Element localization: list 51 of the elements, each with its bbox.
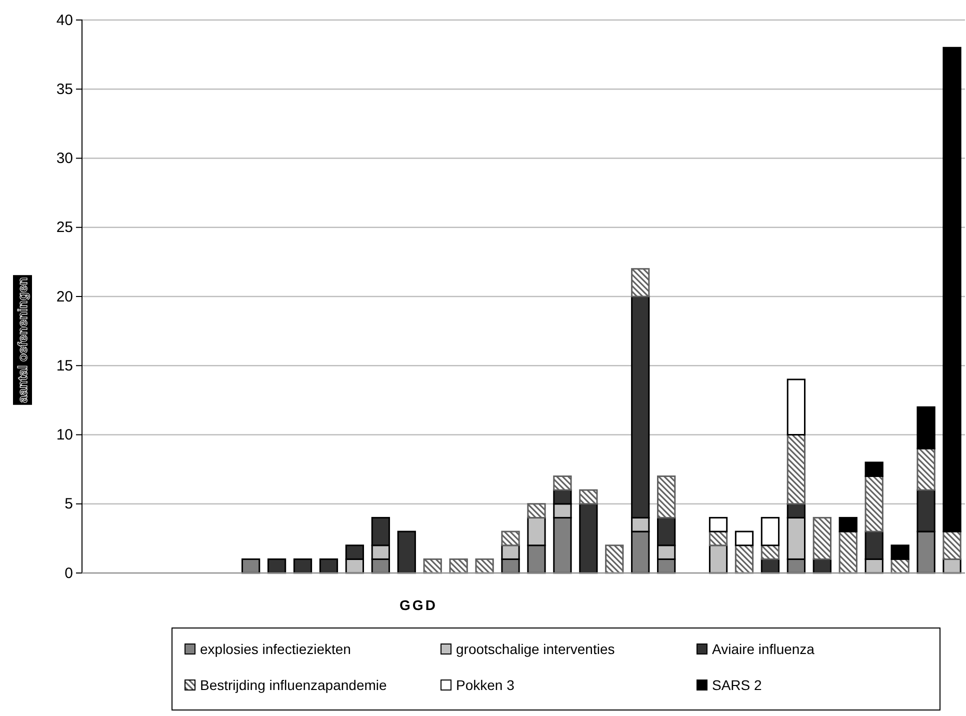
bar (605, 544, 624, 574)
bar (734, 544, 754, 574)
bar (475, 558, 494, 574)
bar (838, 516, 858, 532)
bar (760, 544, 780, 560)
legend-label: explosies infectieziekten (200, 641, 351, 657)
bar (786, 378, 806, 436)
bar (942, 530, 962, 560)
bar (631, 268, 650, 298)
bar (293, 558, 312, 574)
y-tick-label: 40 (56, 12, 73, 29)
legend-label: Aviaire influenza (712, 641, 815, 657)
y-tick-label: 10 (56, 426, 73, 444)
y-axis-title: aantal oefeneningen (15, 277, 30, 403)
bar (267, 558, 286, 574)
bar (579, 503, 598, 574)
bar (942, 46, 962, 532)
bar (864, 462, 884, 477)
bar (397, 530, 416, 574)
bar (838, 530, 858, 574)
bar (527, 503, 546, 518)
bar (864, 475, 884, 532)
x-axis-title: GGD (400, 597, 438, 613)
bar (449, 558, 468, 574)
legend-label: SARS 2 (712, 677, 762, 693)
bar (319, 558, 338, 574)
bar (423, 558, 442, 574)
bar (241, 558, 260, 574)
bar (812, 516, 832, 560)
bar (657, 475, 676, 518)
bar (708, 516, 728, 532)
y-tick-label: 15 (56, 357, 73, 374)
bar (786, 434, 806, 505)
y-tick-label: 30 (56, 150, 73, 168)
bar (760, 516, 780, 546)
y-tick-label: 25 (56, 219, 73, 236)
y-tick-label: 5 (64, 496, 73, 513)
bar (734, 530, 754, 546)
y-tick-label: 35 (56, 80, 73, 98)
y-tick-label: 20 (56, 288, 73, 306)
bar (553, 475, 572, 491)
bar (501, 530, 520, 546)
legend-label: grootschalige interventies (456, 641, 615, 657)
legend-label: Pokken 3 (456, 677, 515, 693)
legend-label: Bestrijding influenzapandemie (200, 677, 387, 693)
bar (916, 406, 936, 450)
bar (579, 489, 598, 505)
bar (708, 544, 728, 574)
y-tick-label: 0 (64, 564, 73, 582)
bar (916, 448, 936, 491)
bar (890, 544, 910, 560)
